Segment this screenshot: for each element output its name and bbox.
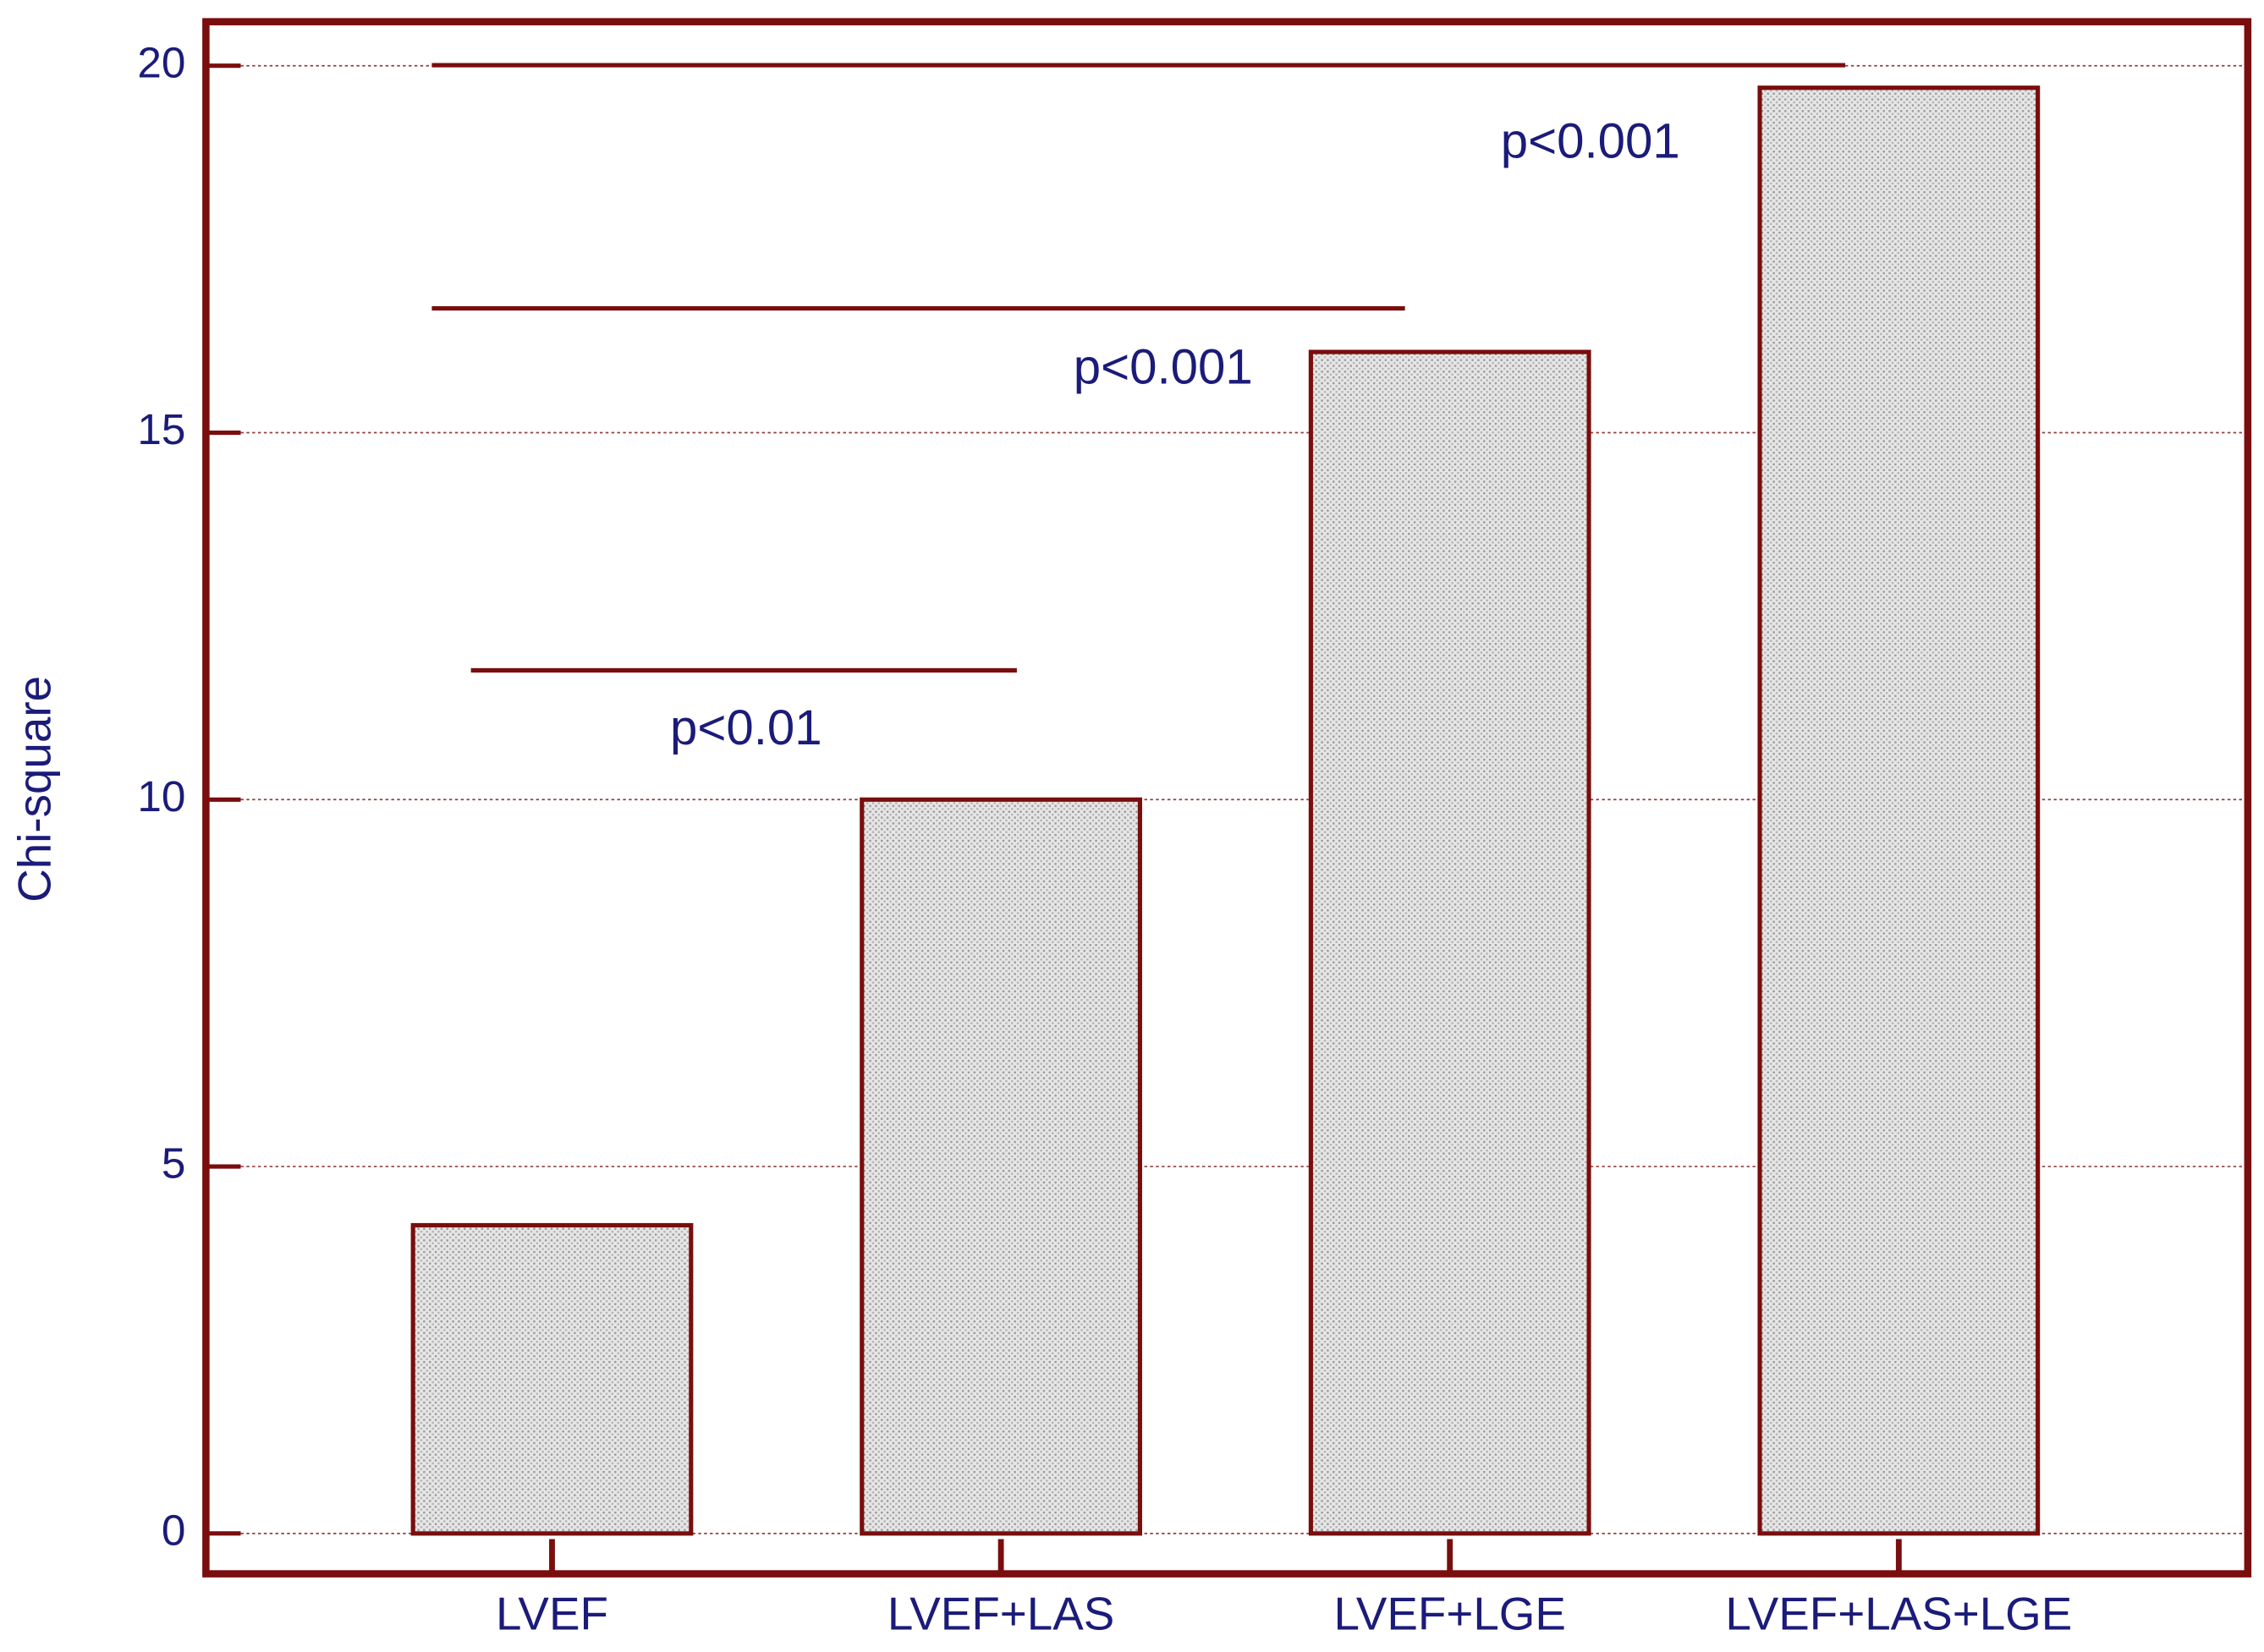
annotation: p<0.01 bbox=[670, 700, 822, 755]
y-tick-label: 10 bbox=[137, 772, 185, 821]
bar bbox=[1308, 349, 1591, 1536]
plot-frame bbox=[202, 18, 2252, 1578]
y-tick-label: 5 bbox=[162, 1139, 186, 1188]
annotation: p<0.001 bbox=[1501, 114, 1680, 169]
x-tick-label: LVEF+LGE bbox=[1333, 1587, 1565, 1639]
annotation: p<0.001 bbox=[1074, 340, 1253, 395]
x-tick-label: LVEF+LAS+LGE bbox=[1725, 1587, 2072, 1639]
x-tick-label: LVEF+LAS bbox=[887, 1587, 1114, 1639]
y-tick-label: 15 bbox=[137, 405, 185, 453]
y-tick-label: 20 bbox=[137, 38, 185, 86]
y-axis-label: Chi-square bbox=[8, 676, 60, 903]
bar bbox=[1757, 85, 2041, 1536]
y-tick-label: 0 bbox=[162, 1506, 186, 1554]
bar bbox=[860, 797, 1142, 1536]
x-tick-label: LVEF bbox=[496, 1587, 608, 1639]
bar bbox=[410, 1222, 694, 1536]
